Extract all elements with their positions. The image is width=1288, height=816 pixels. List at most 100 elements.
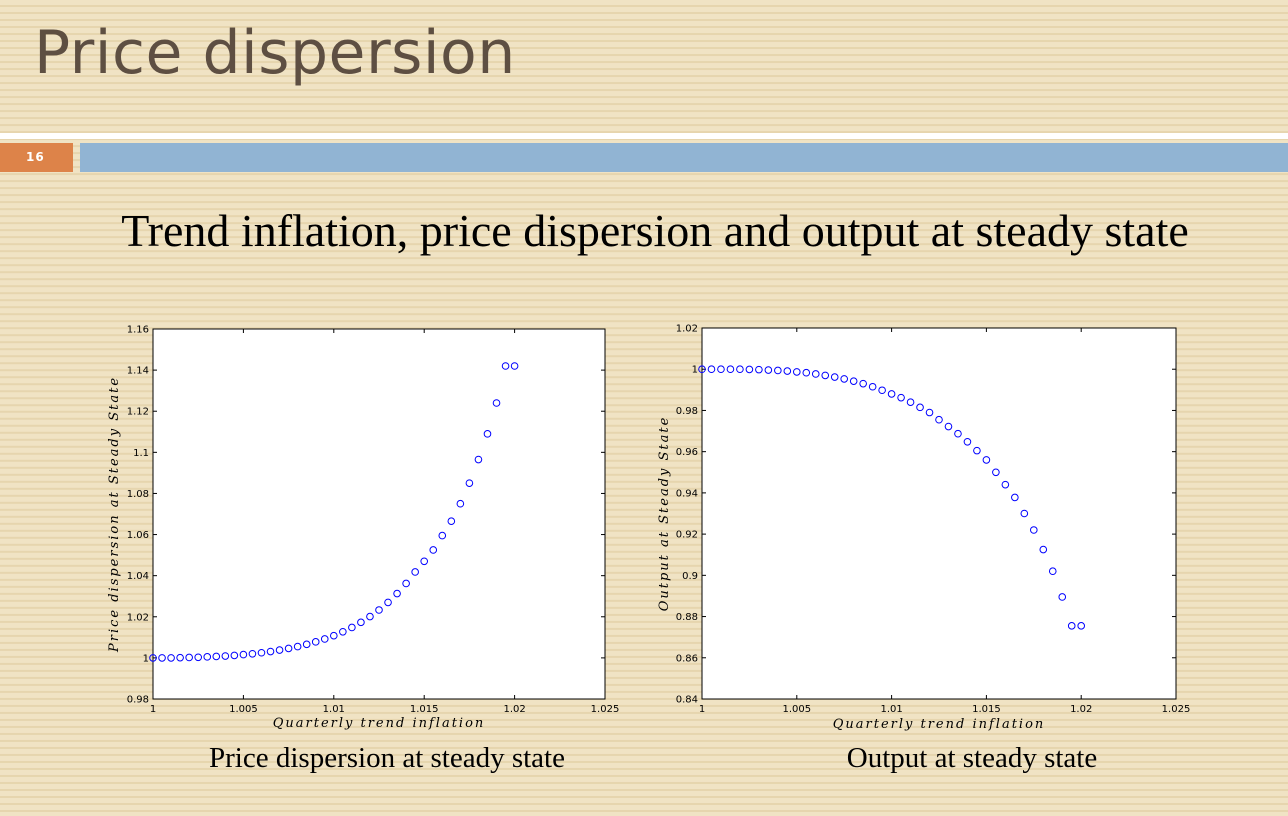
data-point <box>167 654 175 662</box>
data-point <box>1030 526 1038 534</box>
data-point <box>230 651 239 660</box>
data-point <box>501 362 510 370</box>
data-point <box>830 373 839 381</box>
data-point <box>1020 509 1029 518</box>
data-point <box>992 468 1000 477</box>
data-point <box>149 654 157 662</box>
y-tick-label: 1.16 <box>127 325 149 336</box>
data-point <box>411 568 419 576</box>
x-axis-label: Quarterly trend inflation <box>833 717 1046 732</box>
x-tick-label: 1.02 <box>1070 704 1092 715</box>
data-point <box>707 365 716 374</box>
data-point <box>868 382 877 391</box>
x-tick-label: 1.01 <box>880 704 902 715</box>
y-axis-label: Price dispersion at Steady State <box>107 376 122 653</box>
x-tick-label: 1.025 <box>591 704 620 715</box>
y-tick-label: 0.96 <box>676 447 698 458</box>
data-point <box>311 638 320 646</box>
data-point <box>793 368 801 376</box>
x-tick-label: 1.015 <box>410 704 439 715</box>
y-tick-label: 1.08 <box>127 489 149 500</box>
data-point <box>284 644 293 653</box>
data-point <box>1039 545 1048 554</box>
y-tick-label: 1.1 <box>133 448 149 459</box>
y-tick-label: 0.98 <box>127 695 149 706</box>
data-point <box>982 456 991 464</box>
data-point <box>821 371 830 380</box>
data-point <box>764 366 773 374</box>
data-point <box>510 362 519 370</box>
data-point <box>158 654 166 662</box>
y-tick-label: 1.02 <box>676 324 698 335</box>
data-point <box>698 365 706 374</box>
y-tick-label: 0.84 <box>676 695 698 706</box>
data-point <box>802 368 811 377</box>
data-point <box>1077 622 1085 630</box>
data-point <box>185 653 193 662</box>
data-point <box>293 642 302 651</box>
data-point <box>745 365 754 374</box>
data-point <box>916 403 924 412</box>
data-point <box>736 365 744 374</box>
data-point <box>275 646 284 654</box>
data-point <box>1048 567 1057 576</box>
data-point <box>1001 480 1010 489</box>
data-point <box>266 647 275 656</box>
y-tick-label: 1.06 <box>127 530 149 541</box>
x-axis-label: Quarterly trend inflation <box>273 716 486 731</box>
y-tick-label: 1.14 <box>127 366 149 377</box>
data-point <box>973 446 981 455</box>
data-point <box>811 370 820 378</box>
plot-area <box>152 328 606 700</box>
data-point <box>717 365 725 374</box>
data-point <box>887 390 896 398</box>
y-tick-label: 0.94 <box>676 488 698 499</box>
data-point <box>302 640 311 649</box>
data-point <box>339 627 347 636</box>
x-tick-label: 1.005 <box>782 704 811 715</box>
data-point <box>330 631 338 640</box>
slide-subtitle: Trend inflation, price dispersion and ou… <box>121 205 1189 256</box>
data-point <box>429 546 438 554</box>
data-point <box>726 365 735 374</box>
data-point <box>402 579 410 588</box>
data-point <box>248 649 257 658</box>
plot-area <box>701 327 1177 700</box>
y-tick-label: 1.04 <box>127 571 149 582</box>
data-point <box>221 652 230 660</box>
data-point <box>1058 593 1067 601</box>
x-tick-label: 1 <box>150 704 156 715</box>
y-tick-label: 1.12 <box>127 407 149 418</box>
data-point <box>774 366 782 375</box>
y-tick-label: 0.98 <box>676 406 698 417</box>
data-point <box>492 399 501 407</box>
title-divider <box>0 133 1288 139</box>
data-point <box>1011 493 1019 502</box>
caption-right: Output at steady state <box>846 742 1098 774</box>
data-point <box>203 653 212 661</box>
data-point <box>384 598 392 607</box>
y-tick-label: 0.92 <box>676 530 698 541</box>
data-point <box>755 365 763 374</box>
x-tick-label: 1.025 <box>1162 704 1191 715</box>
caption-left: Price dispersion at steady state <box>209 742 565 774</box>
data-point <box>257 648 266 657</box>
data-point <box>963 437 972 446</box>
data-point <box>239 650 248 659</box>
y-tick-label: 0.86 <box>676 653 698 664</box>
y-tick-label: 1.02 <box>127 612 149 623</box>
slide-title: Price dispersion <box>34 18 516 88</box>
x-tick-label: 1.01 <box>323 704 345 715</box>
slide-number: 16 <box>26 150 45 164</box>
y-axis-label: Output at Steady State <box>657 416 672 612</box>
x-tick-label: 1.005 <box>229 704 258 715</box>
data-point <box>840 375 849 383</box>
data-point <box>783 367 792 375</box>
data-point <box>849 377 858 385</box>
data-point <box>212 652 221 661</box>
x-tick-label: 1.015 <box>972 704 1001 715</box>
data-point <box>438 531 447 540</box>
data-point <box>878 386 886 395</box>
